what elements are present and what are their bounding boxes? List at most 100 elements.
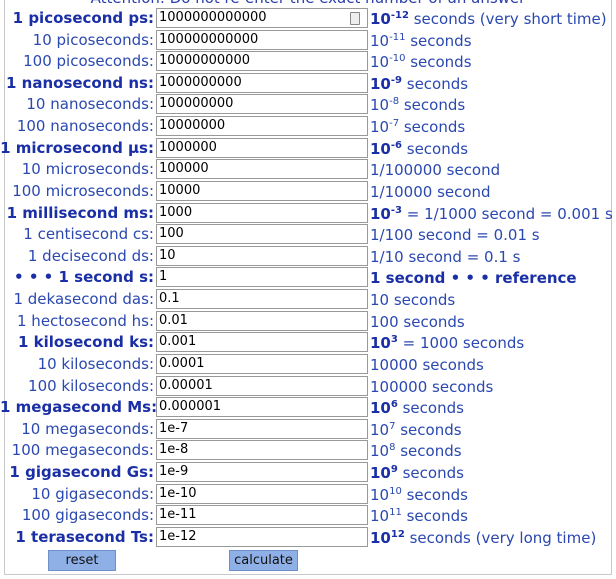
unit-input[interactable]: 10000000 [156,116,368,137]
unit-note: 108 seconds [370,440,462,460]
unit-note: 106 seconds [370,397,464,417]
unit-label: 1 kilosecond ks: [17,333,154,352]
note-text: = 1/1000 second = 0.001 s [401,204,613,223]
note-text: 1/100000 second [370,161,501,180]
note-text: seconds [401,74,469,93]
unit-input[interactable]: 10 [156,245,368,266]
unit-input[interactable]: 1000000000 [156,72,368,93]
unit-label: 1 megasecond Ms: [0,398,158,417]
note-text: seconds [395,442,462,461]
power-exponent: 7 [389,420,396,432]
note-text: seconds [395,420,462,439]
unit-input[interactable]: 10000 [156,180,368,201]
unit-input[interactable]: 1e-12 [156,526,368,547]
power-base: 10 [370,420,390,439]
unit-note: 1010 seconds [370,484,468,504]
note-text: 1/10000 second [370,182,491,201]
note-text: seconds [397,464,464,483]
power-base: 10 [370,204,391,223]
note-text: seconds (very short time) [408,10,607,28]
power-base: 10 [370,399,391,418]
unit-note: 10 seconds [370,289,455,309]
unit-input[interactable]: 0.1 [156,289,368,310]
unit-note: 10-11 seconds [370,30,472,50]
unit-note: 1012 seconds (very long time) [370,527,596,547]
note-text: seconds [401,485,468,504]
power-exponent: -8 [389,96,400,108]
power-base: 10 [370,485,390,504]
unit-label: 1 dekasecond das: [13,290,154,309]
power-base: 10 [370,334,391,353]
unit-input[interactable]: 100000 [156,159,368,180]
input-icon [350,12,360,25]
unit-note: 1/10 second = 0.1 s [370,246,521,266]
power-exponent: -3 [390,204,402,216]
reset-button[interactable]: reset [48,550,116,571]
unit-note: 100000 seconds [370,376,493,396]
unit-note: 1/100000 second [370,159,500,179]
unit-label: 1 microsecond µs: [0,138,154,157]
unit-label: 1 centisecond cs: [23,225,154,244]
note-text: seconds [397,399,464,418]
unit-label: 10 megaseconds: [21,419,154,438]
unit-input[interactable]: 1000000 [156,137,368,158]
unit-input[interactable]: 1e-8 [156,440,368,461]
unit-input[interactable]: 100000000000 [156,29,368,50]
unit-input[interactable]: 1e-11 [156,505,368,526]
unit-input[interactable]: 100000000 [156,94,368,115]
unit-note: 1/100 second = 0.01 s [370,224,540,244]
unit-input[interactable]: 0.01 [156,310,368,331]
unit-input[interactable]: 0.0001 [156,353,368,374]
unit-input[interactable]: 1e-10 [156,483,368,504]
unit-input[interactable]: 1000000000000 [156,8,368,28]
note-text: seconds [405,31,472,50]
unit-label: 10 nanoseconds: [26,95,154,114]
unit-input[interactable]: 100 [156,224,368,245]
power-base: 10 [370,464,391,483]
unit-input[interactable]: 0.00001 [156,375,368,396]
unit-label: 1 millisecond ms: [6,203,154,222]
note-text: seconds [401,139,469,158]
power-exponent: 3 [390,334,398,346]
unit-note: 10-8 seconds [370,94,465,114]
unit-note: 10-3 = 1/1000 second = 0.001 s [370,203,613,223]
unit-note: 1/10000 second [370,181,491,201]
unit-label: 1 terasecond Ts: [15,527,154,546]
note-text: seconds [399,118,466,137]
calculate-button[interactable]: calculate [229,550,298,571]
unit-label: 10 kiloseconds: [37,354,154,373]
power-exponent: -6 [390,139,402,151]
power-exponent: 10 [389,485,402,497]
unit-note: 103 = 1000 seconds [370,332,524,352]
unit-input[interactable]: 1e-9 [156,462,368,483]
power-base: 10 [370,10,391,28]
power-exponent: 6 [390,399,398,411]
power-exponent: -11 [389,31,406,43]
power-base: 10 [370,442,390,461]
note-text: = 1000 seconds [397,334,525,353]
note-text: 10000 seconds [370,355,484,374]
unit-label: 100 megaseconds: [11,441,154,460]
unit-input[interactable]: 0.001 [156,332,368,353]
power-base: 10 [370,31,390,50]
unit-note: 10-6 seconds [370,138,468,158]
unit-input[interactable]: 1000 [156,202,368,223]
unit-label: 1 hectosecond hs: [17,311,154,330]
unit-input[interactable]: 0.000001 [156,397,368,418]
unit-input[interactable]: 10000000000 [156,51,368,72]
power-exponent: 9 [390,464,398,476]
unit-label: 1 picosecond ps: [12,9,154,27]
unit-note: 10000 seconds [370,354,484,374]
unit-input[interactable]: 1e-7 [156,418,368,439]
unit-label: 1 nanosecond ns: [6,73,154,92]
note-text: seconds [401,507,468,526]
unit-note: 109 seconds [370,462,464,482]
note-text: seconds (very long time) [404,528,597,547]
unit-label: 10 picoseconds: [32,30,154,49]
unit-label: 1 decisecond ds: [27,246,154,265]
unit-input[interactable]: 1 [156,267,368,288]
unit-note: 107 seconds [370,419,462,439]
power-exponent: -10 [389,53,406,65]
unit-label: 100 picoseconds: [23,52,154,71]
